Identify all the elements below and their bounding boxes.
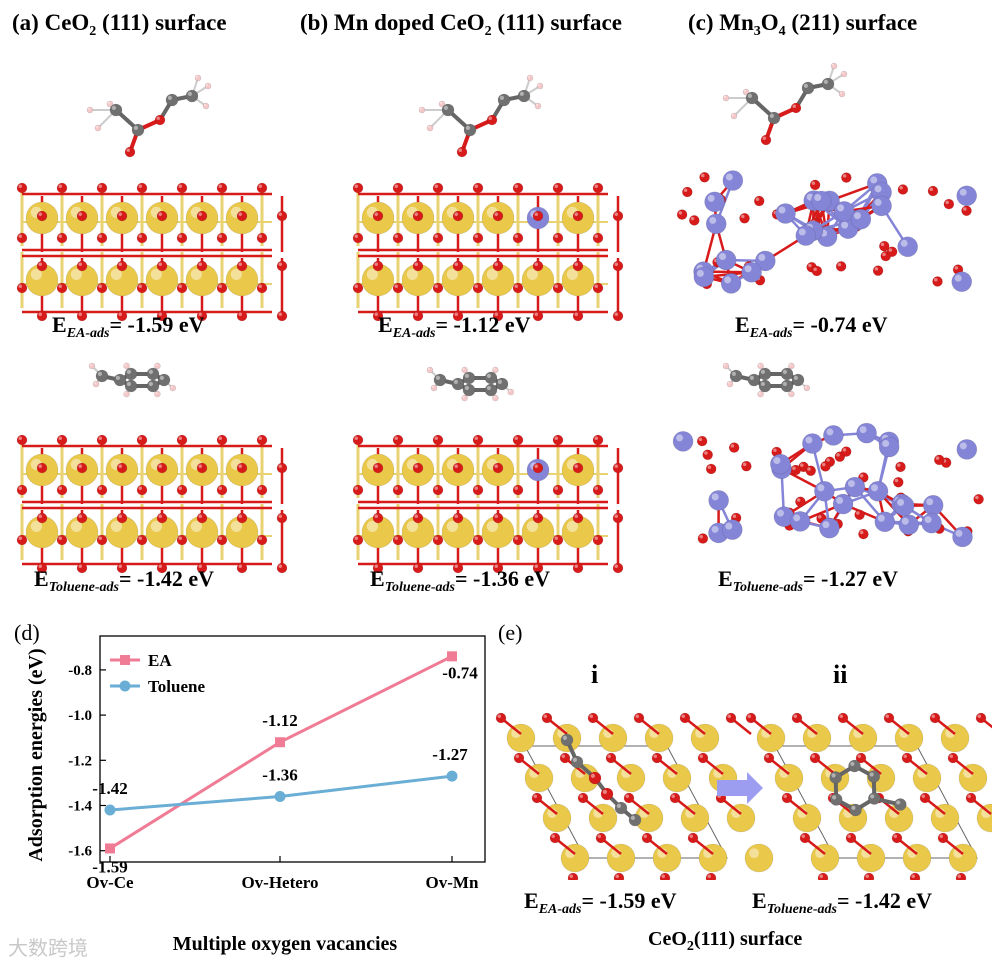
energy-e-tol: EToluene-ads= -1.42 eV	[752, 888, 932, 917]
data-label: -1.59	[92, 857, 127, 876]
y-tick-label: -1.0	[68, 708, 92, 724]
x-tick-label: Ov-Hetero	[241, 873, 318, 892]
panel-d-label: (d)	[14, 620, 40, 645]
data-point	[275, 737, 285, 748]
energy-a-tol: EToluene-ads= -1.42 eV	[34, 566, 214, 595]
data-point	[447, 651, 457, 662]
data-point	[274, 790, 286, 802]
toluene-top-molecule	[829, 759, 907, 817]
x-axis-label: Multiple oxygen vacancies	[173, 933, 398, 955]
x-tick-label: Ov-Ce	[86, 873, 134, 892]
panel-e-label: (e)	[498, 620, 523, 645]
data-point	[446, 770, 458, 782]
ea-top-molecule	[560, 733, 642, 827]
top-view-structures	[495, 712, 992, 880]
energy-b-tol: EToluene-ads= -1.36 eV	[370, 566, 550, 595]
panel-a-title: (a) CeO2 (111) surface	[12, 10, 227, 39]
slab-c-ea	[676, 170, 978, 294]
panel-e-i-label: i	[591, 660, 599, 689]
toluene-b	[426, 366, 515, 402]
panel-e-caption: CeO2(111) surface	[648, 928, 803, 954]
watermark: 大数跨境	[8, 936, 88, 960]
slab-b-ea	[352, 182, 624, 322]
slab-a-tol	[16, 434, 288, 574]
energy-a-ea: EEA-ads= -1.59 eV	[52, 312, 205, 341]
toluene-a	[88, 362, 177, 398]
ethyl-acetate-a	[86, 74, 212, 158]
legend-label: Toluene	[148, 677, 205, 696]
y-axis-label: Adsorption energies (eV)	[25, 648, 47, 861]
slab-b-tol	[352, 434, 624, 574]
ethyl-acetate-b	[418, 74, 544, 158]
x-tick-label: Ov-Mn	[426, 873, 479, 892]
surface-structures-illustration	[16, 62, 984, 574]
panel-e-ii-label: ii	[833, 660, 848, 689]
legend-marker	[120, 655, 130, 665]
top-view-i	[495, 712, 774, 880]
top-view-ii	[745, 712, 992, 880]
data-label: -1.27	[432, 745, 468, 764]
panel-c-title: (c) Mn3O4 (211) surface	[688, 10, 918, 39]
data-label: -1.42	[92, 779, 127, 798]
legend-marker	[119, 680, 131, 692]
energy-c-ea: EEA-ads= -0.74 eV	[735, 312, 888, 341]
y-tick-label: -0.8	[68, 663, 92, 679]
adsorption-energy-chart: -1.6 -1.4 -1.2 -1.0 -0.8 Ov-Ce Ov-Hetero Ov-Mn M…	[25, 635, 486, 955]
arrow-icon	[717, 772, 763, 804]
plot-frame	[99, 635, 486, 863]
data-label: -1.36	[262, 765, 297, 784]
energy-c-tol: EToluene-ads= -1.27 eV	[718, 566, 898, 595]
panel-b-title: (b) Mn doped CeO2 (111) surface	[300, 10, 622, 39]
y-tick-label: -1.2	[68, 753, 92, 769]
toluene-c	[722, 362, 811, 398]
ethyl-acetate-c	[722, 62, 848, 146]
data-point	[105, 843, 115, 854]
data-label: -0.74	[442, 663, 478, 682]
slab-c-tol	[672, 422, 984, 548]
data-point	[104, 804, 116, 816]
energy-b-ea: EEA-ads= -1.12 eV	[378, 312, 531, 341]
legend-label: EA	[148, 651, 172, 670]
y-tick-label: -1.4	[68, 799, 92, 815]
y-tick-label: -1.6	[68, 844, 92, 860]
slab-a-ea	[16, 182, 288, 322]
data-label: -1.12	[262, 711, 297, 730]
energy-e-ea: EEA-ads= -1.59 eV	[524, 888, 677, 917]
